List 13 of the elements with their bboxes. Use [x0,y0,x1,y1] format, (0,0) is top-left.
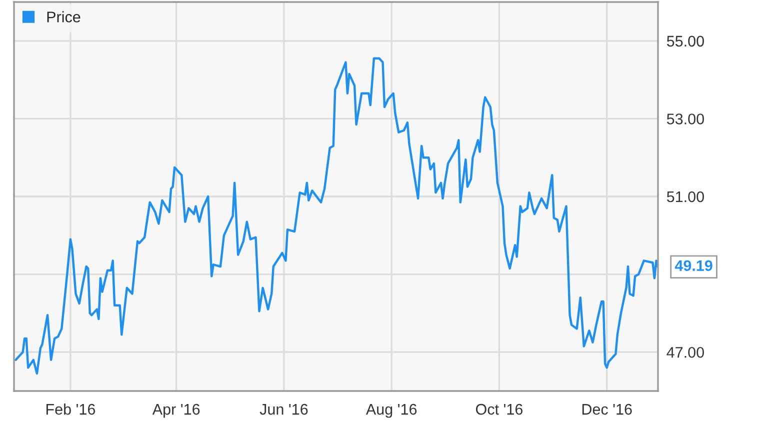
line-series [14,57,658,375]
y-tick-label: 53.00 [666,114,704,124]
legend-label: Price [47,11,80,22]
x-tick-label: Jun '16 [260,404,308,415]
x-tick-label: Apr '16 [152,404,200,418]
annotation: 49.19 [674,260,712,272]
y-tick-label: 51.00 [666,191,704,202]
y-tick-label: 55.00 [666,36,704,47]
x-tick-label: Feb '16 [46,404,96,415]
y-tick-label: 47.00 [666,346,704,358]
x-tick-label: Aug '16 [366,404,417,418]
x-tick-label: Dec '16 [582,404,632,415]
x-tick-label: Oct '16 [476,404,522,415]
